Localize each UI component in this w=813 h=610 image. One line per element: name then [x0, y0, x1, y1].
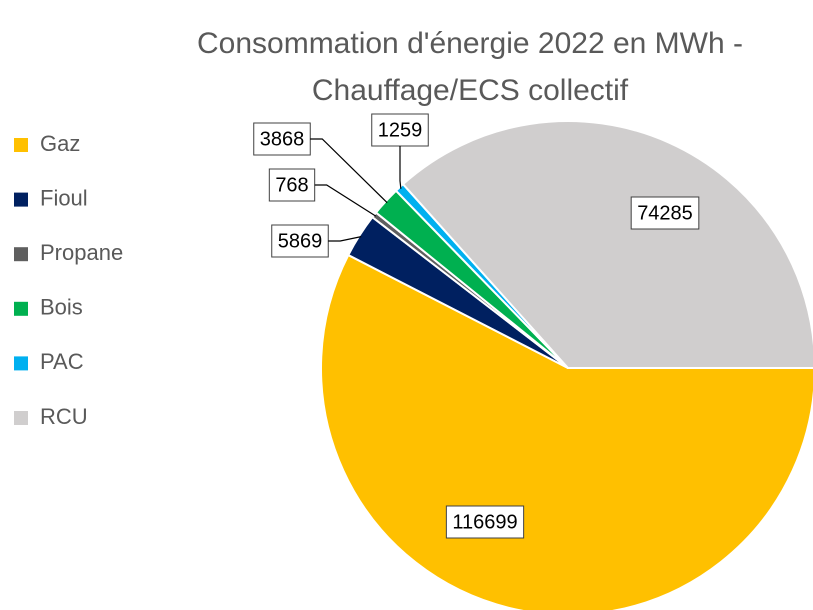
- slice: [320, 253, 813, 610]
- data-label-box: [630, 196, 700, 230]
- leader-line: [399, 146, 402, 189]
- data-label: 768: [275, 174, 308, 196]
- leader-line: [328, 236, 362, 242]
- legend-swatch: [14, 247, 28, 262]
- leader-line: [310, 138, 388, 204]
- legend-swatch: [14, 411, 28, 425]
- leader-line: [314, 184, 377, 217]
- legend-swatch: [14, 301, 28, 316]
- legend-swatch: [14, 356, 28, 371]
- legend-label: Gaz: [40, 131, 80, 156]
- data-label-box: [271, 224, 329, 258]
- legend-label: PAC: [40, 349, 84, 374]
- data-label: 3868: [260, 128, 305, 150]
- data-label: 1259: [378, 119, 423, 141]
- chart-title: Consommation d'énergie 2022 en MWh -: [197, 27, 743, 60]
- legend-label: Propane: [40, 240, 123, 265]
- legend-swatch: [14, 192, 28, 207]
- slice: [401, 120, 813, 369]
- chart-title: Chauffage/ECS collectif: [312, 74, 629, 107]
- legend-label: RCU: [40, 404, 88, 429]
- data-label-box: [445, 505, 525, 539]
- legend-label: Fioul: [40, 185, 88, 210]
- legend-swatch: [14, 138, 28, 152]
- legend-label: Bois: [40, 295, 83, 320]
- data-label: 116699: [452, 511, 517, 533]
- data-label: 5869: [278, 230, 323, 252]
- data-label: 74285: [637, 202, 693, 224]
- data-label-box: [371, 113, 429, 147]
- data-label-box: [268, 168, 316, 202]
